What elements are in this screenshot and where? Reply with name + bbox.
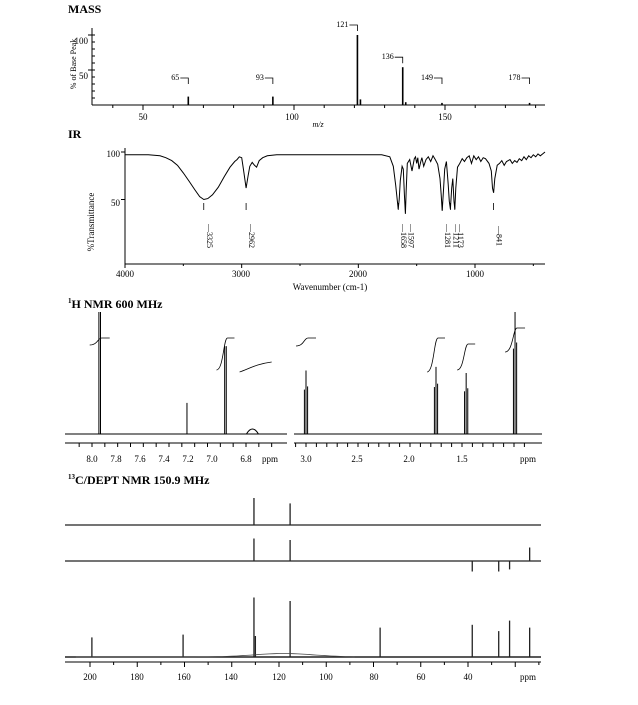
hnmr-xtick-2.0: 2.0 <box>403 454 415 464</box>
hnmr-title-sup: 1 <box>68 297 72 305</box>
cnmr-xtick-120: 120 <box>272 672 286 682</box>
cnmr-title-sup: 13 <box>68 473 76 481</box>
hnmr-xtick-7.0: 7.0 <box>206 454 218 464</box>
hnmr-xtick-3.0: 3.0 <box>300 454 312 464</box>
ir-xtick-1000: 1000 <box>466 269 485 279</box>
cnmr-xtick-200: 200 <box>83 672 97 682</box>
cnmr-xtick-100: 100 <box>319 672 333 682</box>
ir-ytick-100: 100 <box>107 149 121 159</box>
hnmr-xtick-2.5: 2.5 <box>351 454 363 464</box>
hnmr-xtick-7.2: 7.2 <box>182 454 193 464</box>
hnmr-panel: 1H NMR 600 MHz 8.0 7.8 7.6 7.4 7.2 7.0 6… <box>65 297 542 464</box>
mass-title: MASS <box>68 2 102 16</box>
hnmr-integral-curve <box>457 343 476 371</box>
ir-peak-label: —3325 <box>205 223 214 248</box>
hnmr-peaks <box>78 312 526 447</box>
mass-xtick-150: 150 <box>438 112 452 122</box>
hnmr-integral-curve <box>426 337 445 373</box>
carbon-baseline-hump <box>75 653 355 658</box>
mass-peak-label: 121 <box>336 20 348 29</box>
mass-peak-label: 93 <box>256 73 264 82</box>
cnmr-xtick-140: 140 <box>224 672 238 682</box>
cnmr-xtick-80: 80 <box>370 672 380 682</box>
mass-ytick-100: 100 <box>75 36 89 46</box>
ir-title: IR <box>68 127 82 141</box>
mass-peak-label: 149 <box>421 73 433 82</box>
mass-peak-leader <box>349 24 358 31</box>
cnmr-xtick-40: 40 <box>464 672 474 682</box>
ir-panel: IR %Transmittance 100 50 4000 3000 2000 … <box>68 127 546 292</box>
hnmr-xtick-6.8: 6.8 <box>240 454 252 464</box>
mass-peak-leader <box>264 77 274 84</box>
mass-peak-label: 65 <box>171 73 179 82</box>
mass-panel: MASS % of Base Peak 100 50 50 100 150 m/… <box>68 2 545 129</box>
mass-xtick-50: 50 <box>139 112 149 122</box>
mass-peak-leader <box>433 77 443 84</box>
hnmr-left-ppm-label: ppm <box>262 454 278 464</box>
ir-peak-label: —1281 <box>443 223 452 248</box>
hnmr-integral-curve <box>89 337 110 346</box>
hnmr-xtick-1.5: 1.5 <box>456 454 468 464</box>
mass-ytick-50: 50 <box>79 71 89 81</box>
ir-xlabel: Wavenumber (cm-1) <box>293 282 368 292</box>
ir-peak-label: —1211 <box>451 223 460 248</box>
mass-xlabel: m/z <box>312 120 324 129</box>
hnmr-broad-peak <box>245 428 259 435</box>
hnmr-title: 1H NMR 600 MHz <box>68 297 163 311</box>
cnmr-xtick-180: 180 <box>130 672 144 682</box>
cnmr-peaks <box>75 498 540 667</box>
hnmr-integral-curve <box>504 327 526 353</box>
ir-trace: —3325 —2962 —1658—1597 —1281 —1211—1173 —841 <box>121 151 546 268</box>
cnmr-xtick-60: 60 <box>417 672 427 682</box>
mass-peak-leader <box>180 77 189 84</box>
mass-ylabel: % of Base Peak <box>69 39 78 89</box>
ir-peak-label: —2962 <box>247 223 256 248</box>
cnmr-ppm-label: ppm <box>520 672 536 682</box>
cnmr-xtick-160: 160 <box>177 672 191 682</box>
ir-transmittance-line <box>125 151 546 214</box>
hnmr-xtick-8.0: 8.0 <box>86 454 98 464</box>
mass-peaks: 65 93 121 136 149 178 <box>88 20 537 110</box>
cnmr-title-text: C/DEPT NMR 150.9 MHz <box>75 473 210 487</box>
hnmr-title-text: H NMR 600 MHz <box>72 297 164 311</box>
hnmr-xtick-7.4: 7.4 <box>158 454 170 464</box>
ir-xtick-2000: 2000 <box>349 269 368 279</box>
mass-xtick-100: 100 <box>285 112 299 122</box>
hnmr-integral-curve <box>239 361 272 373</box>
ir-peak-label: —1658 <box>399 223 408 248</box>
ir-ylabel: %Transmittance <box>86 193 96 252</box>
ir-ytick-50: 50 <box>111 198 121 208</box>
ir-xtick-4000: 4000 <box>116 269 135 279</box>
hnmr-integral-curve <box>295 337 316 347</box>
cnmr-title: 13C/DEPT NMR 150.9 MHz <box>68 473 210 487</box>
ir-peak-label: —1173 <box>456 223 465 248</box>
hnmr-xtick-7.6: 7.6 <box>134 454 146 464</box>
hnmr-right-ppm-label: ppm <box>520 454 536 464</box>
mass-peak-label: 178 <box>509 73 521 82</box>
hnmr-xtick-7.8: 7.8 <box>110 454 122 464</box>
mass-peak-leader <box>521 77 530 84</box>
mass-peak-label: 136 <box>382 52 394 61</box>
ir-xtick-3000: 3000 <box>232 269 251 279</box>
hnmr-integral-curve <box>216 337 235 371</box>
ir-peak-label: —1597 <box>406 223 415 248</box>
ir-peak-label: —841 <box>495 225 504 246</box>
mass-peak-leader <box>394 56 404 64</box>
cnmr-panel: 13C/DEPT NMR 150.9 MHz 200 180 160 140 1… <box>65 473 541 682</box>
